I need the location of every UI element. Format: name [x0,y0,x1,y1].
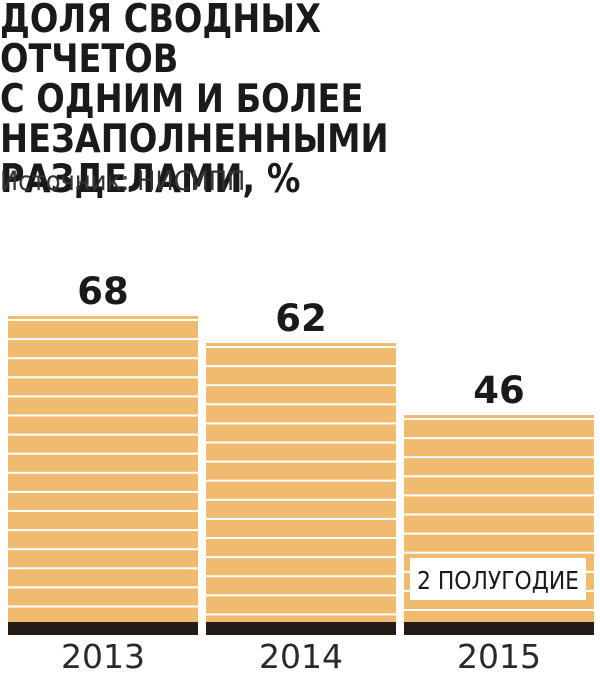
bar-stripe [8,510,198,512]
bar-stripe [8,605,198,608]
bar-stripe [206,384,396,387]
bars-layer [8,316,594,635]
bar-stripe [8,586,198,589]
bar-stripe [404,609,594,611]
bar-stripe [404,494,594,497]
bar-stripe [8,376,198,379]
bar-stripe [404,475,594,478]
bar-stripe [8,433,198,436]
bar-stripe [206,479,396,482]
bar-stripe [8,529,198,532]
bar-stripe [404,456,594,459]
value-label-2014: 62 [275,297,327,340]
value-label-2013: 68 [77,270,129,313]
value-label-2015: 46 [473,369,525,412]
bar-stripe [206,460,396,463]
bar-stripe [8,319,198,321]
bar-stripe [404,418,594,420]
bar-stripe [404,437,594,440]
source-note: Источник: НИСИПП [0,166,246,197]
bar-stripe [206,365,396,368]
bar-stripe [206,556,396,559]
bar-stripe [8,567,198,570]
bar-stripe [404,513,594,516]
bar-stripe [206,422,396,425]
chart-title: ДОЛЯ СВОДНЫХ ОТЧЕТОВ С ОДНИМ И БОЛЕЕ НЕЗ… [0,0,389,202]
bar-base-2013 [8,622,198,635]
bar-stripe [206,346,396,348]
labels-layer: 68 2013 62 2014 46 2015 2 ПОЛУГОДИЕ [61,270,586,674]
bar-stripe [206,613,396,616]
bar-stripe [8,414,198,417]
bar-stripe [206,441,396,444]
bar-base-2015 [404,622,594,635]
bar-stripe [8,357,198,360]
bar-stripe [206,537,396,539]
bar-stripe [206,403,396,406]
bar-stripe [404,532,594,535]
category-label-2013: 2013 [61,637,145,674]
bar-stripe [8,452,198,455]
bar-stripe [8,338,198,341]
annotation-box [410,558,586,600]
bar-stripe [8,548,198,551]
bar-stripe [206,498,396,501]
annotation-text: 2 ПОЛУГОДИЕ [417,566,579,595]
bar-base-2014 [206,622,396,635]
bar-2013 [8,316,198,622]
bar-stripe [404,551,594,554]
bar-stripe [206,575,396,578]
bar-stripe [206,594,396,597]
bar-stripe [206,517,396,520]
category-label-2015: 2015 [457,637,541,674]
bar-stripe [8,490,198,493]
bar-stripe [8,395,198,398]
bar-stripe [8,471,198,474]
category-label-2014: 2014 [259,637,343,674]
